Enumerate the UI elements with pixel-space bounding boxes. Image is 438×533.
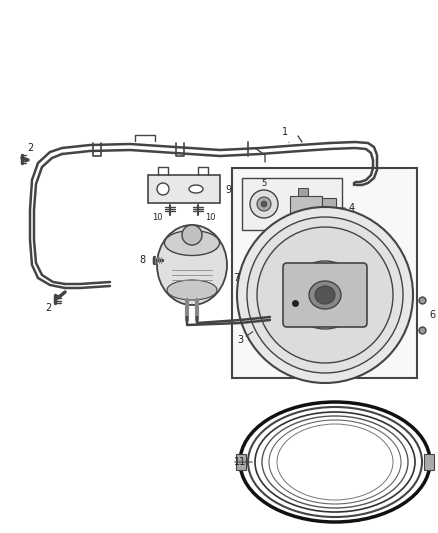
FancyBboxPatch shape	[283, 263, 367, 327]
Circle shape	[182, 225, 202, 245]
Circle shape	[237, 207, 413, 383]
Bar	[236, 454, 246, 470]
Text: 8: 8	[139, 255, 145, 265]
Text: 11: 11	[234, 457, 246, 467]
Ellipse shape	[165, 230, 219, 255]
Text: 9: 9	[225, 185, 231, 195]
Text: 2: 2	[27, 143, 33, 153]
Circle shape	[157, 183, 169, 195]
Text: 2: 2	[45, 303, 51, 313]
Text: 10: 10	[205, 214, 215, 222]
Text: 10: 10	[152, 214, 162, 222]
Circle shape	[247, 217, 403, 373]
Bar	[232, 168, 417, 378]
Text: 4: 4	[349, 203, 355, 213]
Ellipse shape	[167, 280, 217, 300]
Bar	[148, 175, 220, 203]
Circle shape	[250, 190, 278, 218]
Bar	[298, 188, 308, 196]
Ellipse shape	[189, 185, 203, 193]
Text: 7: 7	[233, 273, 239, 283]
Ellipse shape	[309, 281, 341, 309]
Ellipse shape	[157, 225, 227, 305]
Circle shape	[261, 201, 267, 207]
Text: 1: 1	[282, 127, 289, 142]
Circle shape	[257, 197, 271, 211]
Text: 6: 6	[429, 310, 435, 320]
Ellipse shape	[289, 261, 361, 329]
Bar	[322, 198, 336, 214]
Ellipse shape	[315, 286, 335, 304]
Text: 5: 5	[261, 180, 267, 189]
Bar	[290, 196, 322, 218]
Circle shape	[257, 227, 393, 363]
Bar	[424, 454, 434, 470]
Bar	[242, 178, 342, 230]
Text: 3: 3	[237, 335, 243, 345]
